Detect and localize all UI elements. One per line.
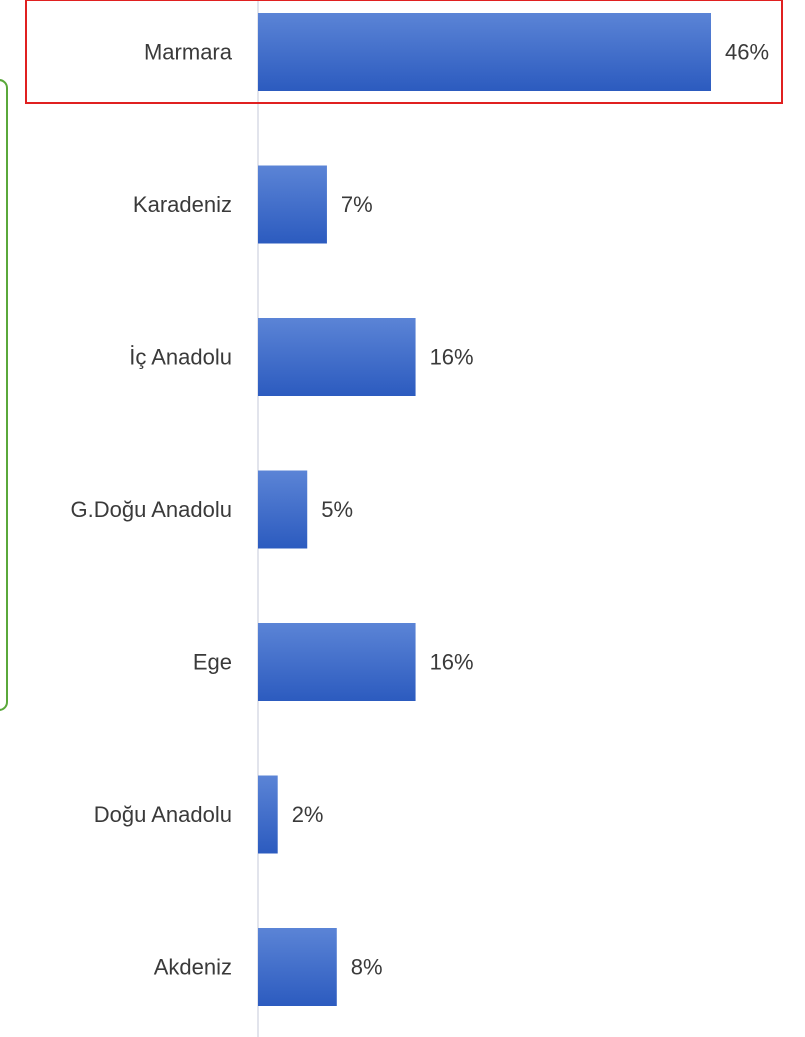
category-label: Karadeniz	[133, 192, 232, 217]
category-label: Ege	[193, 650, 232, 675]
bar-0	[258, 13, 711, 91]
value-label: 2%	[292, 802, 324, 827]
value-label: 8%	[351, 955, 383, 980]
bar-5	[258, 775, 278, 854]
category-label: Marmara	[144, 40, 233, 65]
bar-4	[258, 623, 416, 701]
category-label: İç Anadolu	[129, 345, 232, 370]
bar-3	[258, 470, 308, 549]
category-label: Doğu Anadolu	[94, 802, 232, 827]
value-label: 16%	[430, 650, 474, 675]
value-label: 5%	[321, 497, 353, 522]
category-label: Akdeniz	[154, 955, 232, 980]
highlight-box	[25, 0, 783, 104]
value-label: 16%	[430, 345, 474, 370]
category-label: G.Doğu Anadolu	[71, 497, 232, 522]
bar-6	[258, 928, 337, 1006]
value-label: 46%	[725, 40, 769, 65]
value-label: 7%	[341, 192, 373, 217]
bar-2	[258, 318, 416, 396]
side-bracket	[0, 79, 8, 711]
bar-1	[258, 165, 327, 244]
